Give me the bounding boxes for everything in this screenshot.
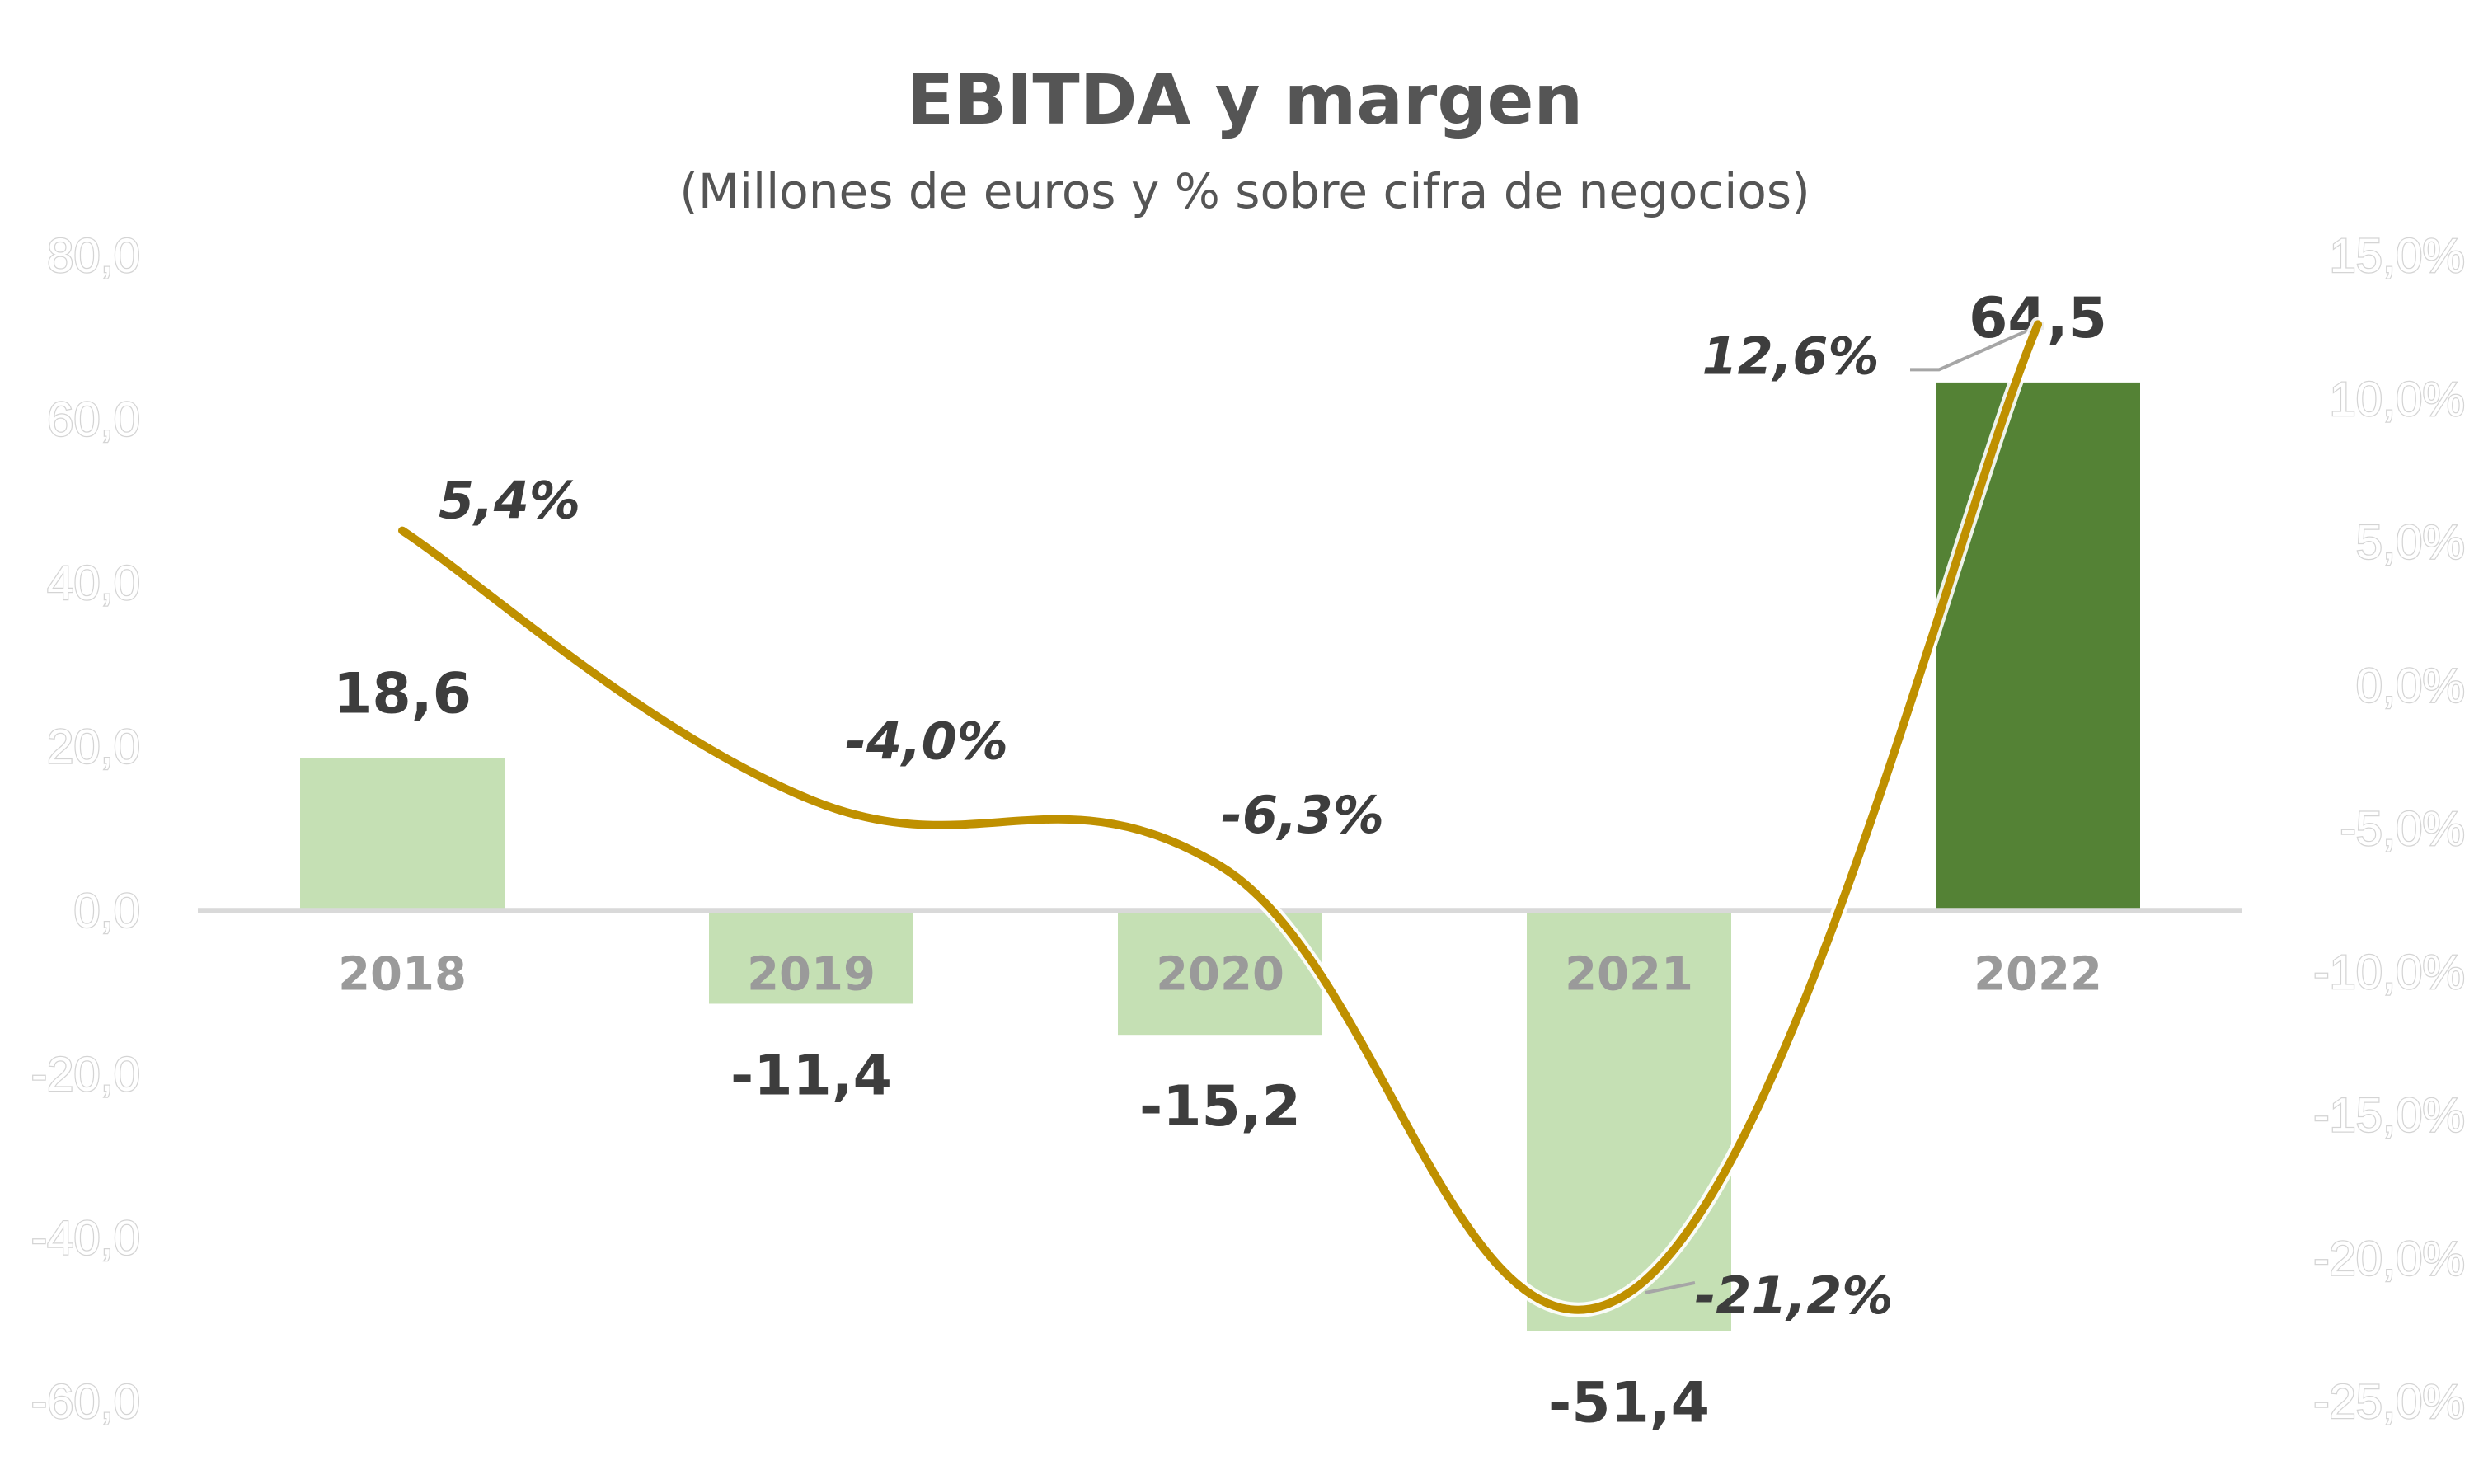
margin-line-series — [395, 317, 2045, 1317]
category-label: 2020 — [1156, 947, 1284, 1001]
bar-2022 — [1936, 382, 2140, 911]
margin-line-halo — [395, 317, 2045, 1317]
right-axis-tick-label: -20,0% — [2313, 1232, 2465, 1285]
left-axis-tick-label: 60,0 — [47, 393, 140, 447]
category-label: 2022 — [1974, 947, 2102, 1001]
chart-subtitle: (Millones de euros y % sobre cifra de ne… — [679, 163, 1810, 219]
right-axis: 15,0% 10,0% 5,0% 0,0% -5,0% -10,0% -15,0% -20,0… — [2312, 228, 2466, 1430]
right-axis-tick-label: 15,0% — [2330, 229, 2465, 283]
category-label: 2018 — [338, 947, 467, 1001]
chart-title: EBITDA y margen — [907, 59, 1583, 140]
bar-2021 — [1527, 910, 1731, 1331]
bar-value-label: -51,4 — [1548, 1371, 1710, 1436]
leader-line — [1645, 1280, 1696, 1294]
category-labels: 2018 2019 2020 2021 2022 — [338, 947, 2102, 1001]
left-axis-tick-label: 20,0 — [47, 721, 140, 774]
margin-value-labels: 5,4% -4,0% -6,3% -21,2% 12,6% — [439, 326, 1893, 1326]
margin-value-label: -21,2% — [1695, 1266, 1894, 1326]
right-axis-tick-label: 0,0% — [2356, 659, 2465, 712]
left-axis: 80,0 60,0 40,0 20,0 0,0 -20,0 -40,0 -60,0 — [31, 228, 142, 1430]
margin-value-label: -4,0% — [845, 711, 1008, 771]
bar-value-label: -15,2 — [1139, 1074, 1301, 1139]
bar-2019 — [709, 910, 913, 1004]
right-axis-tick-label: -15,0% — [2313, 1089, 2465, 1143]
bar-series — [300, 382, 2140, 1331]
bar-2018 — [300, 758, 505, 911]
right-axis-tick-label: 5,0% — [2356, 516, 2465, 570]
bar-value-label: 18,6 — [333, 662, 472, 727]
left-axis-tick-label: -60,0 — [31, 1375, 140, 1429]
bar-value-labels: 18,6-11,4 -15,2-51,464,5 — [333, 286, 2107, 1436]
right-axis-tick-label: 10,0% — [2330, 373, 2465, 426]
bar-value-label: -11,4 — [730, 1043, 892, 1108]
leader-line — [1910, 324, 2039, 372]
right-axis-tick-label: -25,0% — [2313, 1375, 2465, 1429]
left-axis-tick-label: 40,0 — [47, 556, 140, 610]
margin-line — [398, 320, 2042, 1314]
leader-lines — [1645, 324, 2039, 1294]
left-axis-tick-label: 80,0 — [47, 229, 140, 283]
category-label: 2019 — [747, 947, 876, 1001]
margin-value-label: 12,6% — [1702, 326, 1879, 386]
margin-value-label: -6,3% — [1221, 785, 1384, 845]
margin-value-label: 5,4% — [439, 471, 580, 531]
left-axis-tick-label: -20,0 — [31, 1048, 140, 1101]
left-axis-tick-label: 0,0 — [73, 884, 140, 937]
right-axis-tick-label: -10,0% — [2313, 946, 2465, 999]
right-axis-tick-label: -5,0% — [2340, 802, 2465, 856]
category-label: 2021 — [1565, 947, 1693, 1001]
left-axis-tick-label: -40,0 — [31, 1211, 140, 1265]
